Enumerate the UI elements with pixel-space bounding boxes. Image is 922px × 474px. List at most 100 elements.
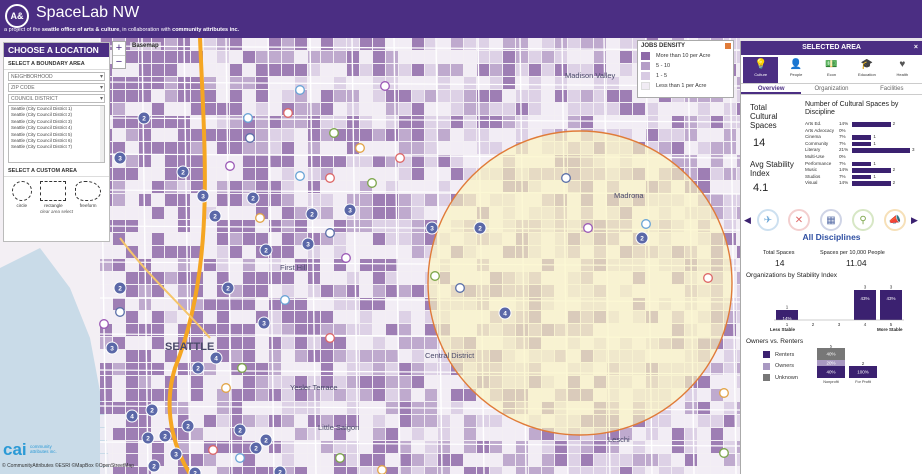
cluster-marker[interactable]: 2 <box>233 423 247 437</box>
venue-icon[interactable] <box>208 445 218 455</box>
venue-icon[interactable] <box>221 383 231 393</box>
cluster-marker[interactable]: 2 <box>141 431 155 445</box>
cluster-marker[interactable]: 2 <box>145 403 159 417</box>
cluster-marker[interactable]: 3 <box>169 447 183 461</box>
basemap-toggle[interactable]: Basemap <box>130 42 161 50</box>
list-scrollbar[interactable] <box>100 106 104 162</box>
venue-icon[interactable] <box>99 319 109 329</box>
cluster-marker[interactable]: 3 <box>425 221 439 235</box>
venue-icon[interactable] <box>719 448 729 458</box>
cluster-marker[interactable]: 4 <box>125 409 139 423</box>
venue-icon[interactable] <box>245 133 255 143</box>
list-item[interactable]: Seattle (City Council District 5) <box>11 131 73 137</box>
zip-code-select[interactable]: ZIP CODE <box>8 83 105 92</box>
venue-icon[interactable] <box>641 219 651 229</box>
venue-icon[interactable] <box>355 143 365 153</box>
cluster-marker[interactable]: 2 <box>221 281 235 295</box>
map-canvas[interactable]: Madison Valley First Hill SEATTLE Yesler Te… <box>0 38 740 474</box>
venue-icon[interactable] <box>235 453 245 463</box>
tab-education[interactable]: 🎓 Education <box>849 57 884 83</box>
venue-icon[interactable] <box>377 465 387 474</box>
venue-icon[interactable] <box>295 85 305 95</box>
cluster-marker[interactable]: 2 <box>259 243 273 257</box>
airplane-icon[interactable]: ✈ <box>757 209 779 231</box>
cluster-marker[interactable]: 2 <box>273 465 287 474</box>
cluster-marker[interactable]: 4 <box>498 306 512 320</box>
cluster-marker[interactable]: 2 <box>246 191 260 205</box>
neighborhood-select[interactable]: NEIGHBORHOOD <box>8 72 105 81</box>
tab-people[interactable]: 👤 People <box>778 57 813 83</box>
cluster-marker[interactable]: 3 <box>343 203 357 217</box>
list-item[interactable]: Seattle (City Council District 6) <box>11 138 73 144</box>
zoom-in-button[interactable]: + <box>113 42 125 56</box>
venue-icon[interactable] <box>115 307 125 317</box>
cluster-marker[interactable]: 2 <box>188 466 202 474</box>
rectangle-select-tool[interactable] <box>40 181 67 201</box>
cluster-marker[interactable]: 2 <box>191 361 205 375</box>
venue-icon[interactable] <box>325 228 335 238</box>
cluster-marker[interactable]: 2 <box>249 441 263 455</box>
tab-organization[interactable]: Organization <box>814 86 849 92</box>
venue-icon[interactable] <box>455 283 465 293</box>
venue-icon[interactable] <box>341 253 351 263</box>
next-arrow-icon[interactable]: ▶ <box>911 215 918 225</box>
venue-icon[interactable] <box>329 128 339 138</box>
cluster-marker[interactable]: 2 <box>147 459 161 473</box>
tab-health[interactable]: ♥ Health <box>885 57 920 83</box>
tab-facilities[interactable]: Facilities <box>880 86 904 92</box>
venue-icon[interactable] <box>325 173 335 183</box>
tab-culture[interactable]: 💡 Culture <box>743 57 779 83</box>
tab-econ[interactable]: 💵 Econ <box>814 57 849 83</box>
cluster-marker[interactable]: 3 <box>196 189 210 203</box>
grid-icon[interactable]: ▦ <box>820 209 842 231</box>
cluster-marker[interactable]: 2 <box>473 221 487 235</box>
cluster-marker[interactable]: 3 <box>105 341 119 355</box>
venue-icon[interactable] <box>561 173 571 183</box>
no-symbol-icon[interactable]: ✕ <box>788 209 810 231</box>
list-item[interactable]: Seattle (City Council District 7) <box>11 144 73 150</box>
bowling-icon[interactable]: ⚲ <box>852 209 874 231</box>
venue-icon[interactable] <box>367 178 377 188</box>
council-district-select[interactable]: COUNCIL DISTRICT <box>8 94 105 103</box>
cluster-marker[interactable]: 2 <box>176 165 190 179</box>
map-layer[interactable]: Madison Valley First Hill SEATTLE Yesler Te… <box>0 38 740 474</box>
circle-select-tool[interactable] <box>12 181 33 201</box>
zoom-out-button[interactable]: − <box>115 56 123 68</box>
venue-icon[interactable] <box>225 161 235 171</box>
cluster-marker[interactable]: 2 <box>635 231 649 245</box>
cluster-marker[interactable]: 2 <box>208 209 222 223</box>
cluster-marker[interactable]: 2 <box>158 429 172 443</box>
prev-arrow-icon[interactable]: ◀ <box>744 215 751 225</box>
venue-icon[interactable] <box>430 271 440 281</box>
cluster-marker[interactable]: 3 <box>257 316 271 330</box>
venue-icon[interactable] <box>283 108 293 118</box>
venue-icon[interactable] <box>583 223 593 233</box>
legend-collapse-icon[interactable] <box>725 43 731 49</box>
cluster-marker[interactable]: 4 <box>209 351 223 365</box>
venue-icon[interactable] <box>255 213 265 223</box>
list-item[interactable]: Seattle (City Council District 2) <box>11 112 73 118</box>
venue-icon[interactable] <box>719 388 729 398</box>
close-icon[interactable]: × <box>913 44 918 51</box>
venue-icon[interactable] <box>325 333 335 343</box>
venue-icon[interactable] <box>335 453 345 463</box>
cluster-marker[interactable]: 3 <box>301 237 315 251</box>
cluster-marker[interactable]: 2 <box>113 281 127 295</box>
venue-icon[interactable] <box>703 273 713 283</box>
list-item[interactable]: Seattle (City Council District 4) <box>11 125 73 131</box>
venue-icon[interactable] <box>380 81 390 91</box>
venue-icon[interactable] <box>237 363 247 373</box>
list-item[interactable]: Seattle (City Council District 1) <box>11 106 73 111</box>
venue-icon[interactable] <box>243 113 253 123</box>
selected-area-circle[interactable] <box>427 130 733 436</box>
venue-icon[interactable] <box>295 171 305 181</box>
clear-area-link[interactable]: clear area select <box>39 209 74 214</box>
cluster-marker[interactable]: 3 <box>113 151 127 165</box>
cluster-marker[interactable]: 2 <box>259 433 273 447</box>
cluster-marker[interactable]: 2 <box>305 207 319 221</box>
venue-icon[interactable] <box>280 295 290 305</box>
megaphone-icon[interactable]: 📣 <box>884 209 906 231</box>
venue-icon[interactable] <box>395 153 405 163</box>
freeform-select-tool[interactable] <box>74 181 101 201</box>
cluster-marker[interactable]: 2 <box>137 111 151 125</box>
